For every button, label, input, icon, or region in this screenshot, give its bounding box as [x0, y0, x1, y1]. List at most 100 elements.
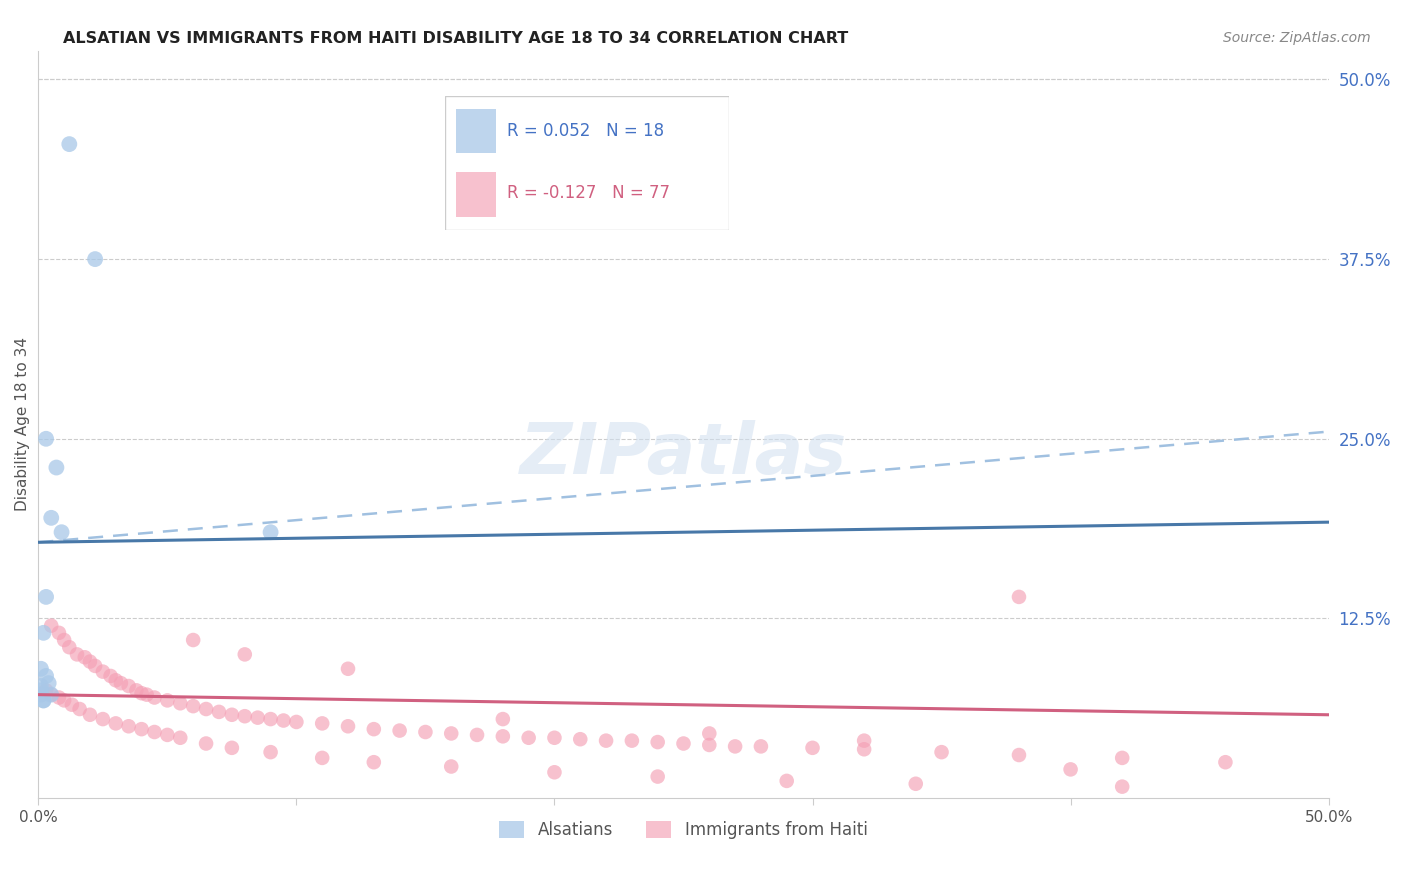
Text: Source: ZipAtlas.com: Source: ZipAtlas.com	[1223, 31, 1371, 45]
Point	[66, 648, 89, 662]
Point	[1111, 751, 1133, 765]
Point	[60, 698, 83, 712]
Point	[156, 728, 179, 742]
Point	[30, 688, 52, 702]
Point	[853, 733, 876, 747]
Point	[35, 669, 58, 683]
Point	[285, 714, 308, 729]
Point	[35, 432, 58, 446]
Point	[647, 770, 669, 784]
Point	[79, 707, 101, 722]
Point	[904, 777, 927, 791]
Point	[104, 716, 127, 731]
Point	[35, 683, 58, 698]
Point	[801, 740, 824, 755]
Point	[110, 676, 132, 690]
Point	[30, 679, 52, 693]
Point	[48, 625, 70, 640]
Point	[259, 525, 281, 540]
Legend: Alsatians, Immigrants from Haiti: Alsatians, Immigrants from Haiti	[492, 814, 875, 846]
Point	[181, 633, 204, 648]
Point	[58, 640, 80, 655]
Point	[492, 712, 515, 726]
Point	[440, 759, 463, 773]
Point	[543, 765, 565, 780]
Point	[32, 625, 55, 640]
Point	[517, 731, 540, 745]
Point	[143, 725, 166, 739]
Point	[39, 618, 62, 632]
Point	[1008, 590, 1031, 604]
Point	[181, 699, 204, 714]
Point	[647, 735, 669, 749]
Point	[30, 662, 52, 676]
Point	[125, 683, 148, 698]
Point	[39, 511, 62, 525]
Point	[388, 723, 411, 738]
Point	[749, 739, 772, 754]
Point	[30, 683, 52, 698]
Point	[84, 252, 107, 266]
Point	[104, 673, 127, 688]
Point	[415, 725, 437, 739]
Point	[1111, 780, 1133, 794]
Point	[156, 693, 179, 707]
Point	[337, 662, 360, 676]
Point	[118, 679, 141, 693]
Point	[492, 729, 515, 743]
Point	[91, 712, 114, 726]
Text: ZIPatlas: ZIPatlas	[520, 420, 848, 489]
Point	[53, 633, 76, 648]
Point	[32, 693, 55, 707]
Point	[697, 738, 720, 752]
Point	[337, 719, 360, 733]
Point	[53, 693, 76, 707]
Point	[697, 726, 720, 740]
Point	[131, 722, 153, 736]
Point	[38, 676, 60, 690]
Point	[233, 648, 256, 662]
Point	[208, 705, 231, 719]
Point	[45, 460, 67, 475]
Point	[311, 751, 333, 765]
Y-axis label: Disability Age 18 to 34: Disability Age 18 to 34	[15, 337, 30, 511]
Point	[465, 728, 488, 742]
Point	[39, 688, 62, 702]
Point	[221, 707, 243, 722]
Point	[233, 709, 256, 723]
Point	[51, 525, 73, 540]
Point	[259, 712, 281, 726]
Point	[1215, 755, 1237, 769]
Point	[58, 137, 80, 152]
Point	[91, 665, 114, 679]
Point	[79, 655, 101, 669]
Point	[569, 732, 592, 747]
Point	[1059, 763, 1081, 777]
Point	[143, 690, 166, 705]
Point	[543, 731, 565, 745]
Point	[48, 690, 70, 705]
Point	[73, 650, 96, 665]
Point	[246, 711, 269, 725]
Point	[931, 745, 953, 759]
Point	[363, 755, 385, 769]
Point	[118, 719, 141, 733]
Point	[259, 745, 281, 759]
Point	[595, 733, 617, 747]
Point	[363, 722, 385, 736]
Point	[1008, 747, 1031, 762]
Point	[39, 688, 62, 702]
Point	[100, 669, 122, 683]
Point	[131, 686, 153, 700]
Point	[672, 737, 695, 751]
Point	[84, 659, 107, 673]
Point	[195, 737, 218, 751]
Point	[311, 716, 333, 731]
Point	[620, 733, 643, 747]
Point	[776, 773, 799, 788]
Point	[169, 696, 191, 710]
Point	[195, 702, 218, 716]
Point	[135, 688, 157, 702]
Text: ALSATIAN VS IMMIGRANTS FROM HAITI DISABILITY AGE 18 TO 34 CORRELATION CHART: ALSATIAN VS IMMIGRANTS FROM HAITI DISABI…	[63, 31, 848, 46]
Point	[853, 742, 876, 756]
